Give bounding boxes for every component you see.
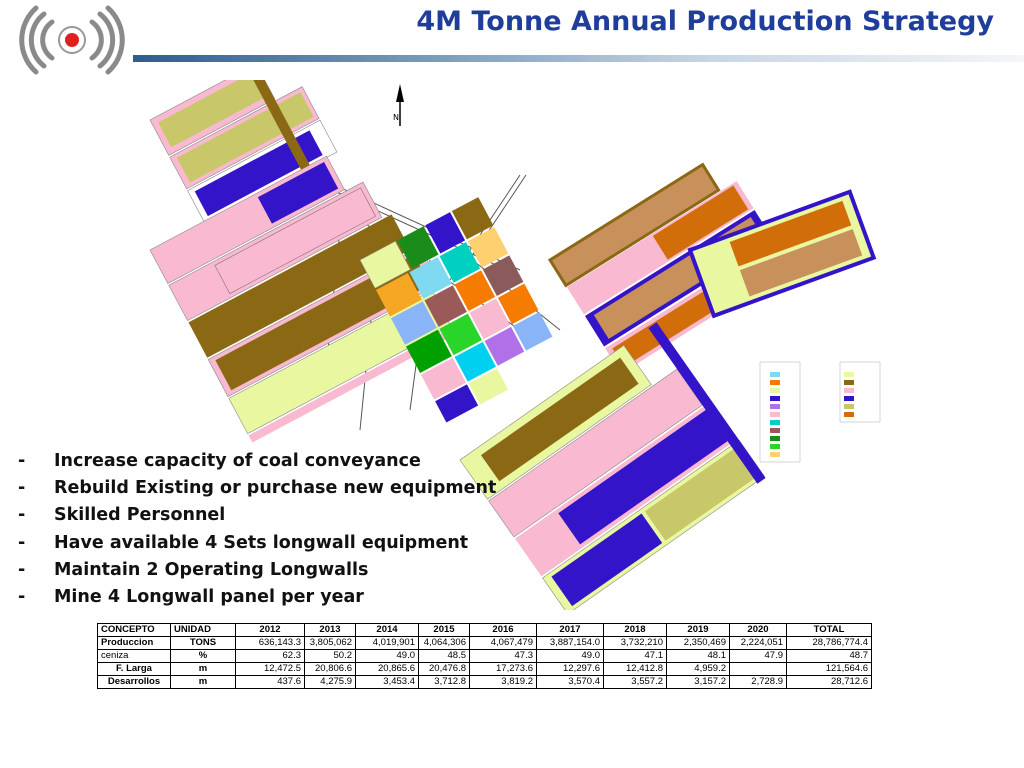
column-header: 2013 [304, 623, 356, 637]
mine-panel-map: N [149, 80, 881, 610]
list-item: - Rebuild Existing or purchase new equipm… [18, 478, 497, 499]
north-arrow: N [393, 84, 404, 126]
column-header: 2020 [729, 623, 787, 637]
strategy-list: - Increase capacity of coal conveyance -R… [18, 448, 496, 611]
title-underline [133, 55, 1024, 62]
map-legend-right [839, 361, 881, 423]
panel-group-northwest [149, 80, 338, 223]
production-table: CONCEPTO UNIDAD 2012 2013 2014 2015 2016… [97, 623, 872, 689]
column-header: CONCEPTO [97, 623, 171, 637]
panel-group-center [359, 197, 553, 423]
north-label: N [393, 113, 399, 122]
list-item: - Increase capacity of coal conveyance [18, 451, 421, 471]
column-header: TOTAL [786, 623, 872, 637]
panel-group-southeast [459, 322, 766, 610]
column-header: 2012 [235, 623, 305, 637]
table-header-row: CONCEPTO UNIDAD 2012 2013 2014 2015 2016… [97, 623, 872, 637]
list-item: - Maintain 2 Operating Longwalls [18, 559, 369, 580]
list-item: - Have available 4 Sets longwall equipmen… [18, 532, 469, 553]
column-header: 2018 [603, 623, 667, 637]
panel-group-east [687, 189, 877, 319]
column-header: 2015 [418, 623, 470, 637]
table-row: Produccion TONS 636,143.3 3,805,062 4,01… [97, 636, 872, 650]
map-legend-left [759, 361, 801, 463]
column-header: UNIDAD [170, 623, 236, 637]
column-header: 2017 [536, 623, 604, 637]
table-row: ceniza % 62.3 50.2 49.0 48.5 47.3 49.0 4… [97, 649, 872, 663]
table-row: Desarrollos m 437.6 4,275.9 3,453.4 3,71… [97, 675, 872, 689]
column-header: 2019 [666, 623, 730, 637]
page-title: 4M Tonne Annual Production Strategy [416, 6, 994, 37]
company-logo [0, 0, 130, 80]
list-item: - Mine 4 Longwall panel per year [18, 587, 364, 608]
signal-broadcast-icon [19, 5, 125, 75]
column-header: 2014 [355, 623, 419, 637]
table-row: F. Larga m 12,472.5 20,806.6 20,865.6 20… [97, 662, 872, 676]
list-item: - Skilled Personnel [18, 505, 226, 526]
column-header: 2016 [469, 623, 537, 637]
